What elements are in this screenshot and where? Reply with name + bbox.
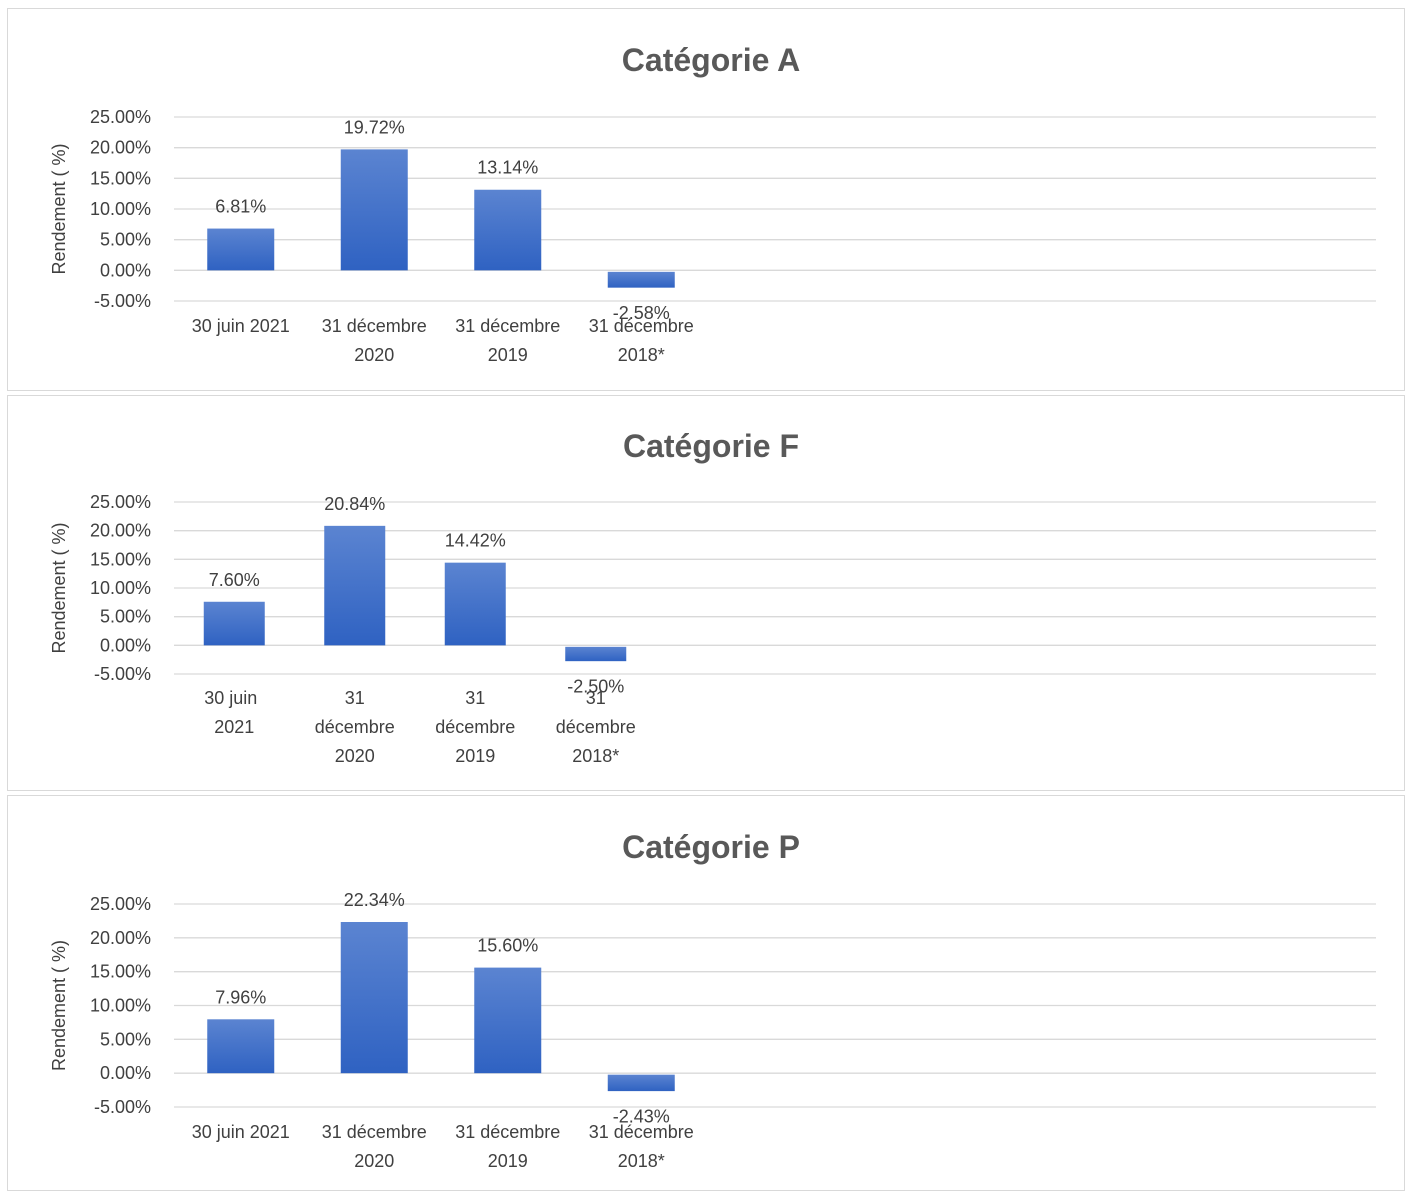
data-label: 15.60% — [477, 936, 538, 956]
y-tick-label: 20.00% — [90, 521, 151, 541]
chart-title: Catégorie F — [623, 428, 799, 464]
data-label: 20.84% — [324, 494, 385, 514]
bar — [444, 562, 506, 646]
bar — [565, 646, 627, 662]
x-category-label: 31 — [586, 688, 606, 708]
x-category-label: 2018* — [618, 345, 665, 365]
bar — [203, 601, 265, 646]
x-category-label: 2018* — [618, 1151, 665, 1171]
y-axis-label: Rendement ( %) — [49, 143, 69, 274]
x-category-label: 2021 — [214, 717, 254, 737]
y-tick-label: 25.00% — [90, 107, 151, 127]
data-label: -2.58% — [613, 303, 670, 323]
x-category-label: 31 décembre — [455, 316, 560, 336]
bar-chart: Catégorie P Rendement ( %) 25.00% 20.00% 15.… — [49, 829, 1376, 1171]
y-tick-label: 15.00% — [90, 962, 151, 982]
bar — [207, 1019, 275, 1074]
x-category-label: 30 juin — [204, 688, 257, 708]
chart-panel-categorie-p: Catégorie P Rendement ( %) 25.00% 20.00% 15.… — [7, 795, 1405, 1191]
data-label: 19.72% — [344, 117, 405, 137]
x-category-label: 31 décembre — [322, 1122, 427, 1142]
bar — [207, 228, 275, 271]
data-label: 22.34% — [344, 890, 405, 910]
y-tick-label: -5.00% — [94, 291, 151, 311]
chart-panel-categorie-a: Catégorie A Rendement ( %) 25.00% 20.00% 15.… — [7, 8, 1405, 391]
y-tick-label: -5.00% — [94, 1097, 151, 1117]
y-tick-label: 25.00% — [90, 894, 151, 914]
x-category-label: 31 décembre — [322, 316, 427, 336]
bar — [474, 967, 542, 1074]
data-label: 7.60% — [209, 570, 260, 590]
chart-title: Catégorie A — [622, 42, 800, 78]
x-category-label: 31 décembre — [589, 316, 694, 336]
x-category-label: 31 — [465, 688, 485, 708]
y-axis-label: Rendement ( %) — [49, 522, 69, 653]
y-axis-label: Rendement ( %) — [49, 940, 69, 1071]
y-tick-label: 5.00% — [100, 230, 151, 250]
x-category-label: 2020 — [335, 746, 375, 766]
x-category-label: 31 — [345, 688, 365, 708]
y-tick-label: 20.00% — [90, 928, 151, 948]
bar — [607, 271, 675, 288]
x-category-label: 30 juin 2021 — [192, 1122, 290, 1142]
y-tick-label: 5.00% — [100, 607, 151, 627]
data-label: -2.43% — [613, 1107, 670, 1127]
x-category-label: 2020 — [354, 1151, 394, 1171]
y-tick-label: 10.00% — [90, 199, 151, 219]
y-tick-label: 0.00% — [100, 635, 151, 655]
x-category-label: 30 juin 2021 — [192, 316, 290, 336]
y-tick-label: 5.00% — [100, 1029, 151, 1049]
y-tick-label: 25.00% — [90, 492, 151, 512]
x-category-label: décembre — [556, 717, 636, 737]
bar-chart: Catégorie F Rendement ( %) 25.00% 20.00% 15.… — [49, 428, 1376, 766]
chart-panel-categorie-f: Catégorie F Rendement ( %) 25.00% 20.00% 15.… — [7, 395, 1405, 791]
chart-title: Catégorie P — [622, 829, 800, 865]
y-tick-label: 15.00% — [90, 168, 151, 188]
bar — [324, 525, 386, 646]
y-tick-label: 0.00% — [100, 1063, 151, 1083]
bar — [607, 1074, 675, 1092]
x-category-label: 2020 — [354, 345, 394, 365]
data-label: 13.14% — [477, 158, 538, 178]
x-category-label: décembre — [315, 717, 395, 737]
y-tick-label: 10.00% — [90, 996, 151, 1016]
data-label: 6.81% — [215, 197, 266, 217]
y-tick-label: 20.00% — [90, 138, 151, 158]
x-category-label: 31 décembre — [589, 1122, 694, 1142]
x-category-label: 31 décembre — [455, 1122, 560, 1142]
bar-chart: Catégorie A Rendement ( %) 25.00% 20.00% 15.… — [49, 42, 1376, 365]
y-tick-label: 15.00% — [90, 549, 151, 569]
y-tick-label: -5.00% — [94, 664, 151, 684]
data-label: 14.42% — [445, 531, 506, 551]
bar — [474, 189, 542, 271]
y-tick-label: 10.00% — [90, 578, 151, 598]
bar — [340, 921, 408, 1074]
bar — [340, 149, 408, 271]
y-tick-label: 0.00% — [100, 260, 151, 280]
data-label: 7.96% — [215, 987, 266, 1007]
x-category-label: 2019 — [488, 1151, 528, 1171]
x-category-label: 2018* — [572, 746, 619, 766]
x-category-label: 2019 — [488, 345, 528, 365]
x-category-label: décembre — [435, 717, 515, 737]
data-label: -2.50% — [567, 677, 624, 697]
x-category-label: 2019 — [455, 746, 495, 766]
